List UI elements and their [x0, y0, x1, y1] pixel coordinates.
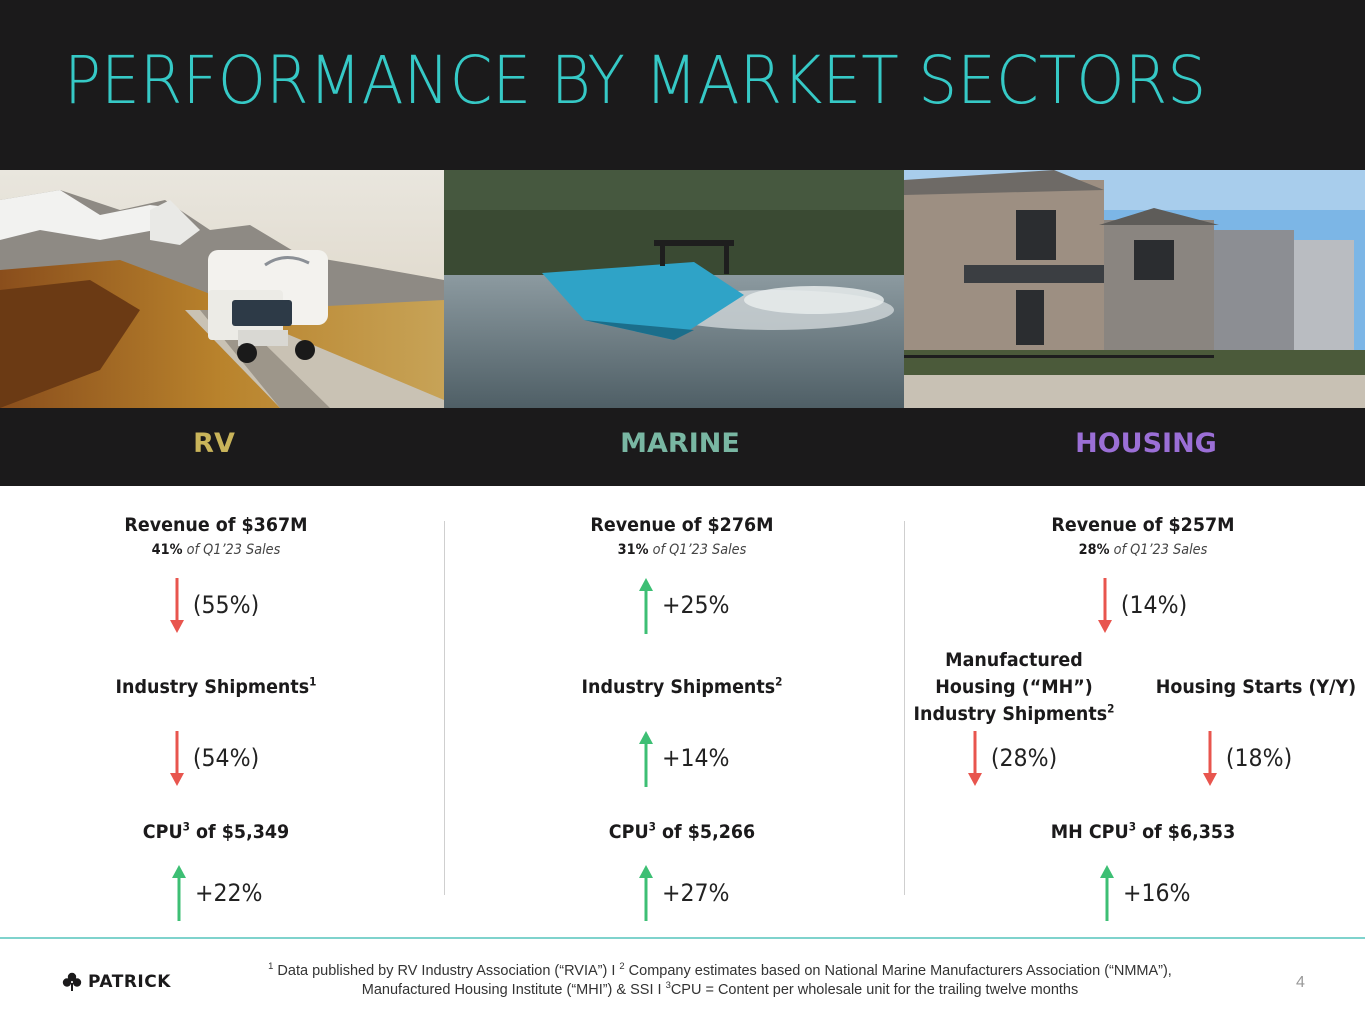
up-arrow-icon: [172, 865, 186, 921]
mh-shipments-label: Manufactured Housing (“MH”) Industry Shi…: [913, 649, 1115, 725]
slide-title: PERFORMANCE BY MARKET SECTORS: [64, 42, 1207, 119]
marine-shipments-change: +14%: [661, 744, 730, 772]
sector-label-housing: HOUSING: [1075, 428, 1217, 459]
down-arrow-icon: [170, 578, 184, 633]
housing-share: 28% of Q1’23 Sales: [1078, 542, 1208, 558]
rv-shipments-change: (54%): [192, 744, 260, 772]
up-arrow-icon: [639, 578, 653, 634]
rv-motorhome-mountains-photo: [0, 170, 444, 408]
column-divider: [444, 521, 445, 895]
page-number: 4: [1296, 974, 1305, 991]
footer-divider: [0, 937, 1365, 939]
sector-label-marine: MARINE: [620, 428, 740, 459]
townhomes-row-photo: [904, 170, 1365, 408]
marine-shipments-label: Industry Shipments2: [581, 674, 783, 698]
down-arrow-icon: [1098, 578, 1112, 633]
housing-cpu-change: +16%: [1122, 879, 1191, 907]
photo-strip: [0, 170, 1365, 408]
down-arrow-icon: [968, 731, 982, 786]
shamrock-icon: [62, 972, 82, 991]
rv-revenue-change: (55%): [192, 591, 260, 619]
down-arrow-icon: [170, 731, 184, 786]
housing-cpu-label: MH CPU3 of $6,353: [1050, 819, 1236, 843]
column-divider: [904, 521, 905, 895]
up-arrow-icon: [639, 731, 653, 787]
marine-share: 31% of Q1’23 Sales: [617, 542, 747, 558]
header-band: [0, 0, 1365, 170]
marine-revenue-change: +25%: [661, 591, 730, 619]
footnote: 1 Data published by RV Industry Associat…: [268, 960, 1172, 998]
patrick-logo: PATRICK: [62, 972, 171, 992]
housing-starts-label: Housing Starts (Y/Y): [1155, 676, 1357, 698]
rv-cpu-label: CPU3 of $5,349: [142, 819, 290, 843]
logo-text: PATRICK: [88, 972, 171, 992]
sector-label-rv: RV: [193, 428, 235, 459]
marine-revenue: Revenue of $276M: [590, 514, 774, 536]
up-arrow-icon: [1100, 865, 1114, 921]
down-arrow-icon: [1203, 731, 1217, 786]
housing-revenue-change: (14%): [1120, 591, 1188, 619]
rv-revenue: Revenue of $367M: [124, 514, 308, 536]
rv-cpu-change: +22%: [194, 879, 263, 907]
housing-starts-change: (18%): [1225, 744, 1293, 772]
housing-revenue: Revenue of $257M: [1051, 514, 1235, 536]
marine-cpu-label: CPU3 of $5,266: [608, 819, 756, 843]
rv-shipments-label: Industry Shipments1: [115, 674, 317, 698]
wakeboat-lake-photo: [444, 170, 904, 408]
sector-label-band: [0, 408, 1365, 486]
rv-share: 41% of Q1’23 Sales: [151, 542, 281, 558]
up-arrow-icon: [639, 865, 653, 921]
marine-cpu-change: +27%: [661, 879, 730, 907]
mh-shipments-change: (28%): [990, 744, 1058, 772]
